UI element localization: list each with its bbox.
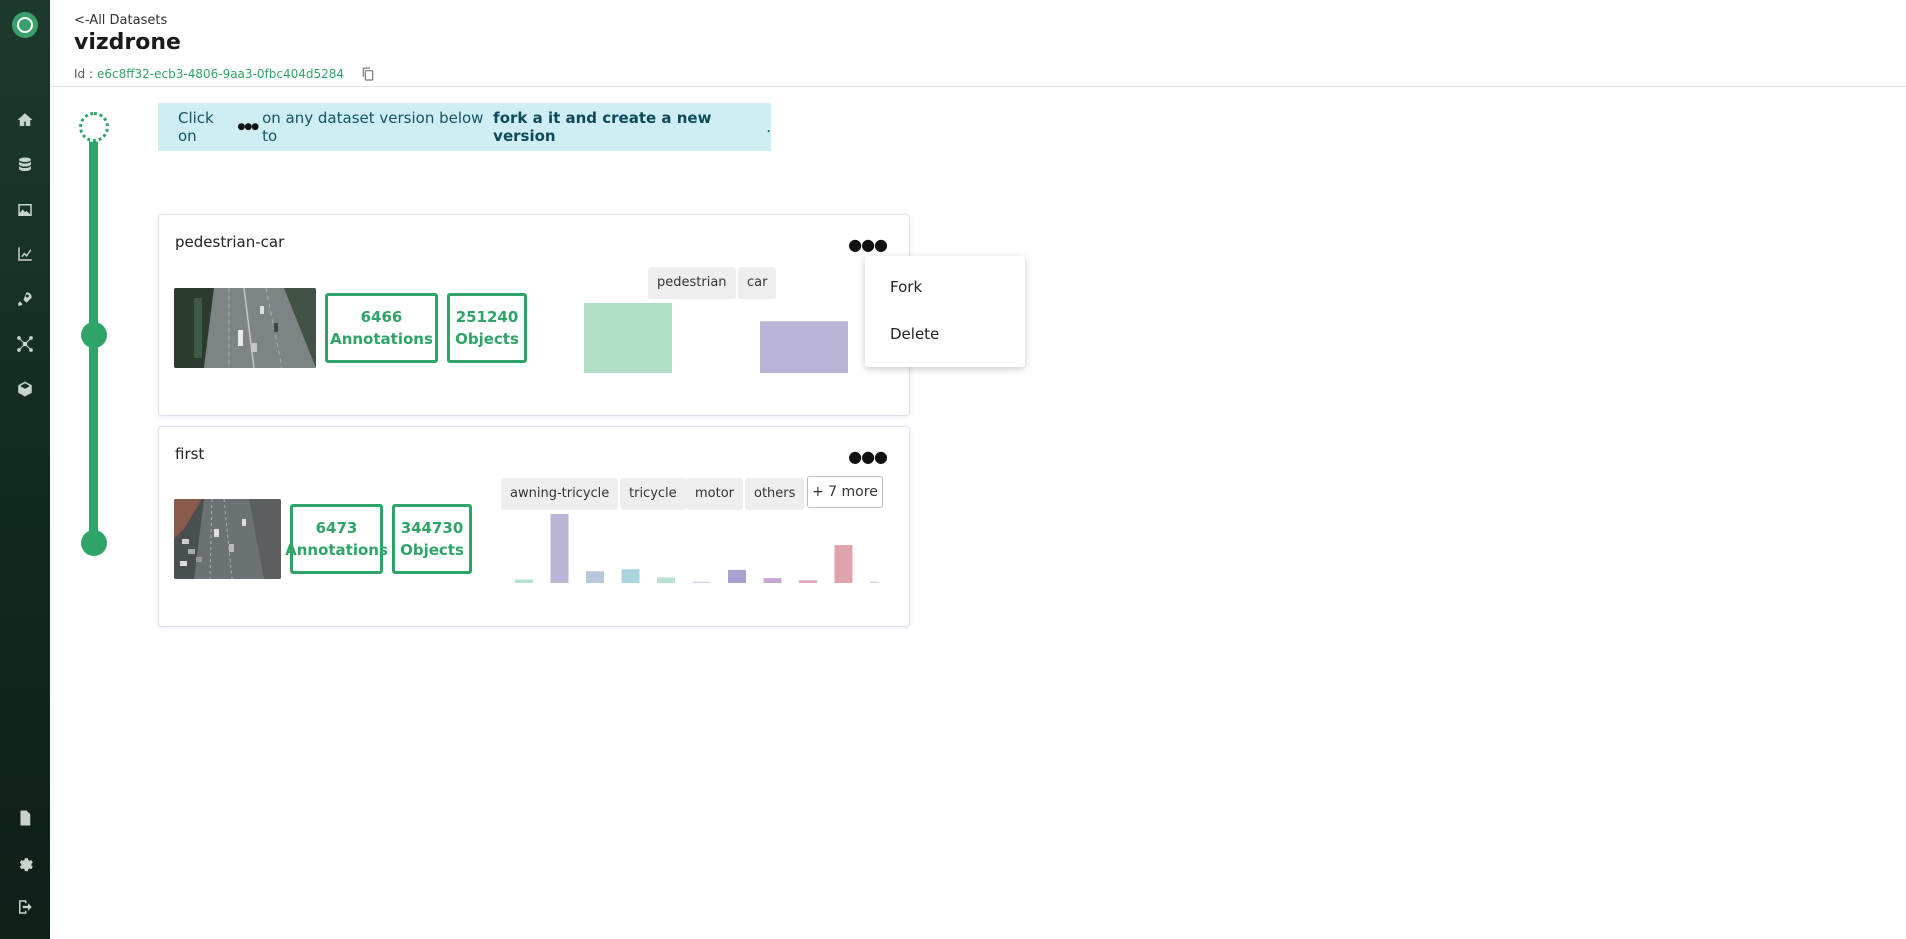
- timeline-start-node: [79, 112, 109, 142]
- fork-menu-item[interactable]: Fork: [890, 278, 923, 296]
- page-header: <-All Datasets vizdrone Id : e6c8ff32-ec…: [50, 0, 1906, 87]
- version-menu-button[interactable]: ●●●: [848, 235, 888, 254]
- network-icon[interactable]: [15, 334, 35, 354]
- objects-label: Objects: [400, 541, 464, 559]
- version-card: first ●●● 6473 Annotations 344730 Object…: [158, 426, 910, 627]
- class-count-bar: [550, 514, 569, 583]
- version-actions-dropdown: Fork Delete: [865, 256, 1025, 367]
- objects-stat: 344730 Objects: [392, 504, 472, 574]
- class-tag[interactable]: tricycle: [620, 478, 686, 510]
- class-count-bar: [657, 577, 675, 583]
- more-tags-button[interactable]: + 7 more: [807, 476, 883, 508]
- back-to-datasets-link[interactable]: <-All Datasets: [74, 13, 168, 28]
- id-label: Id :: [74, 67, 94, 81]
- annotations-stat: 6466 Annotations: [325, 293, 438, 363]
- rocket-icon[interactable]: [15, 289, 35, 309]
- database-icon[interactable]: [15, 155, 35, 175]
- image-icon[interactable]: [15, 200, 35, 220]
- info-banner: Click on ●●● on any dataset version belo…: [158, 103, 771, 151]
- dataset-thumbnail: [174, 499, 281, 579]
- objects-count: 251240: [455, 308, 519, 326]
- class-distribution-chart: [584, 303, 848, 373]
- dataset-id-row: Id : e6c8ff32-ecb3-4806-9aa3-0fbc404d528…: [74, 66, 376, 82]
- class-count-bar: [799, 580, 817, 583]
- cube-icon[interactable]: [15, 379, 35, 399]
- class-count-bar: [763, 578, 782, 583]
- class-tag[interactable]: car: [738, 267, 777, 299]
- banner-middle: on any dataset version below to: [262, 109, 484, 145]
- version-card: pedestrian-car ●●● 6466 Annotations 2512…: [158, 214, 910, 416]
- class-count-bar: [692, 581, 711, 583]
- class-count-bar: [760, 321, 848, 373]
- objects-label: Objects: [455, 330, 519, 348]
- version-name: pedestrian-car: [175, 233, 285, 251]
- logout-icon[interactable]: [15, 897, 35, 917]
- sidebar: [0, 0, 50, 939]
- version-name: first: [175, 445, 205, 463]
- banner-bold-text: fork a it and create a new version: [493, 109, 712, 145]
- gear-icon[interactable]: [15, 853, 35, 873]
- class-count-bar: [870, 581, 879, 583]
- dataset-thumbnail: [174, 288, 316, 368]
- class-count-bar: [515, 579, 533, 583]
- class-tag[interactable]: awning-tricycle: [501, 478, 619, 510]
- annotations-label: Annotations: [285, 541, 388, 559]
- id-value: e6c8ff32-ecb3-4806-9aa3-0fbc404d5284: [97, 67, 345, 81]
- chart-icon[interactable]: [15, 244, 35, 264]
- logo-icon[interactable]: [12, 12, 38, 38]
- banner-prefix: Click on: [178, 109, 214, 145]
- delete-menu-item[interactable]: Delete: [890, 325, 940, 343]
- class-tag[interactable]: motor: [686, 478, 744, 510]
- objects-count: 344730: [400, 519, 464, 537]
- class-tag[interactable]: pedestrian: [648, 267, 736, 299]
- timeline-node: [81, 530, 107, 556]
- objects-stat: 251240 Objects: [447, 293, 527, 363]
- home-icon[interactable]: [15, 110, 35, 130]
- class-distribution-chart: [515, 514, 879, 583]
- class-count-bar: [621, 569, 640, 583]
- page-title: vizdrone: [74, 30, 181, 55]
- class-count-bar: [834, 545, 853, 583]
- timeline-node: [81, 322, 107, 348]
- annotations-stat: 6473 Annotations: [285, 504, 388, 574]
- annotations-label: Annotations: [330, 330, 433, 348]
- more-dots-icon: ●●●: [237, 122, 260, 132]
- class-count-bar: [728, 569, 746, 583]
- class-count-bar: [586, 571, 604, 583]
- class-tag[interactable]: others: [745, 478, 805, 510]
- class-count-bar: [584, 303, 672, 373]
- annotations-count: 6466: [360, 308, 403, 326]
- document-icon[interactable]: [15, 808, 35, 828]
- copy-icon[interactable]: [360, 66, 376, 82]
- banner-suffix: .: [766, 118, 771, 136]
- version-menu-button[interactable]: ●●●: [848, 447, 888, 466]
- annotations-count: 6473: [315, 519, 358, 537]
